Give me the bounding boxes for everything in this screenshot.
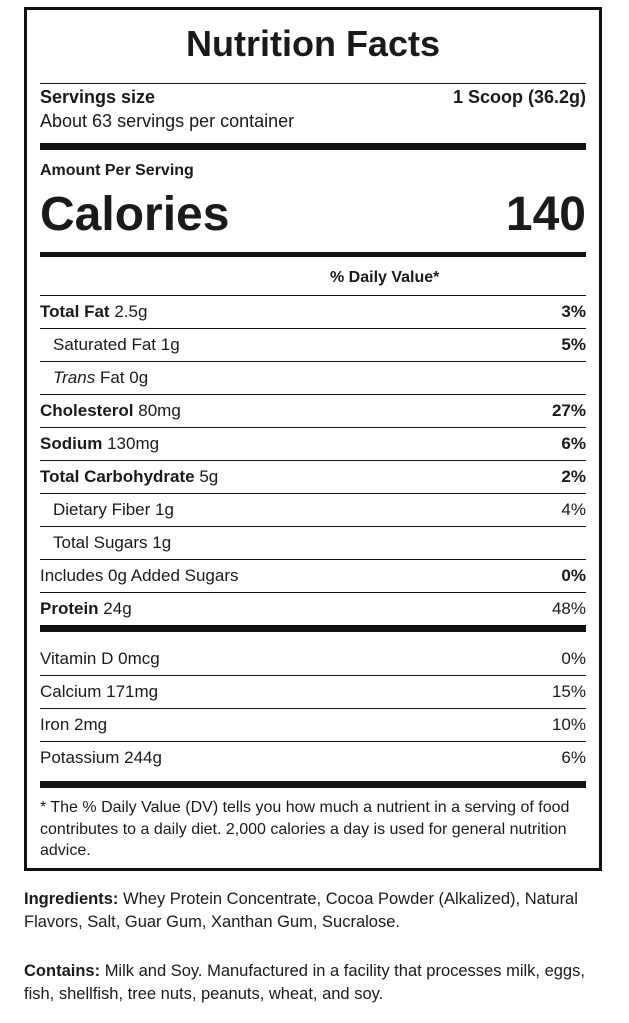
nutrient-row: Sodium 130mg 6%	[40, 428, 586, 461]
nutrient-label: Sodium 130mg	[40, 428, 159, 460]
nutrient-label: Dietary Fiber 1g	[40, 494, 174, 526]
nutrient-row: Protein 24g 48%	[40, 593, 586, 625]
nutrient-amount: 2mg	[74, 715, 108, 734]
thick-rule	[40, 625, 586, 632]
nutrient-amount: 1g	[160, 335, 180, 354]
daily-value: 4%	[561, 500, 586, 519]
daily-value: 0%	[561, 566, 586, 585]
nutrient-label: Includes 0g Added Sugars	[40, 560, 238, 592]
daily-value-header: % Daily Value*	[40, 257, 586, 296]
nutrient-amount: 244g	[124, 748, 162, 767]
serving-size-value: 1 Scoop (36.2g)	[452, 87, 586, 107]
nutrient-row: Calcium 171mg 15%	[40, 676, 586, 709]
contains: Contains: Milk and Soy. Manufactured in …	[24, 960, 604, 1006]
nutrient-name: Protein	[40, 599, 99, 618]
daily-value: 10%	[551, 715, 586, 734]
nutrient-name: Potassium	[40, 748, 120, 767]
footnote: * The % Daily Value (DV) tells you how m…	[40, 799, 570, 859]
nutrient-name: Calcium	[40, 682, 102, 701]
nutrient-label: Vitamin D 0mcg	[40, 643, 160, 675]
daily-value: 6%	[561, 748, 586, 767]
nutrient-name: Dietary Fiber	[53, 500, 151, 519]
nutrient-row: Total Sugars 1g	[40, 527, 586, 560]
daily-value: 15%	[551, 682, 586, 701]
nutrient-label: Calcium 171mg	[40, 676, 158, 708]
nutrient-amount: 0mcg	[118, 649, 160, 668]
nutrient-label: Total Carbohydrate 5g	[40, 461, 218, 493]
nutrient-name: Total Sugars	[53, 533, 148, 552]
nutrient-amount: 1g	[155, 500, 174, 519]
nutrient-label: Trans Fat 0g	[40, 362, 148, 394]
nutrient-label: Iron 2mg	[40, 709, 107, 741]
contains-text: Milk and Soy. Manufactured in a facility…	[24, 962, 585, 1003]
nutrient-amount: 130mg	[107, 434, 160, 453]
nutrient-name: Sodium	[40, 434, 103, 453]
nutrient-amount: 5g	[199, 467, 219, 486]
calories-value: 140	[505, 188, 586, 241]
nutrient-row: Vitamin D 0mcg 0%	[40, 643, 586, 676]
nutrient-label: Total Sugars 1g	[40, 527, 171, 559]
nutrient-name: Vitamin D	[40, 649, 114, 668]
nutrient-row: Iron 2mg 10%	[40, 709, 586, 742]
servings-per-container: About 63 servings per container	[40, 111, 295, 131]
contains-label: Contains:	[24, 962, 101, 980]
nutrient-row: Total Fat 2.5g 3%	[40, 296, 586, 329]
nutrient-row: Total Carbohydrate 5g 2%	[40, 461, 586, 494]
daily-value: 0%	[561, 649, 586, 668]
nutrient-row: Trans Fat 0g	[40, 362, 586, 395]
nutrient-amount: 2.5g	[114, 302, 148, 321]
nutrient-label: Cholesterol 80mg	[40, 395, 181, 427]
ingredients-text: Whey Protein Concentrate, Cocoa Powder (…	[24, 890, 578, 931]
daily-value: 2%	[561, 467, 586, 486]
nutrient-label: Potassium 244g	[40, 742, 162, 774]
nutrient-row: Dietary Fiber 1g 4%	[40, 494, 586, 527]
nutrient-row: Cholesterol 80mg 27%	[40, 395, 586, 428]
nutrient-amount: 0g	[129, 368, 149, 387]
nutrient-name: Iron	[40, 715, 70, 734]
nutrient-name: Saturated Fat	[53, 335, 157, 354]
nutrient-label: Saturated Fat 1g	[40, 329, 180, 361]
nutrient-row: Potassium 244g 6%	[40, 742, 586, 774]
nutrient-amount: 1g	[152, 533, 172, 552]
ingredients-label: Ingredients:	[24, 890, 119, 908]
title: Nutrition Facts	[40, 10, 586, 84]
nutrient-name: Total Carbohydrate	[40, 467, 195, 486]
thick-rule	[40, 143, 586, 150]
daily-value: 27%	[551, 401, 586, 420]
calories-label: Calories	[40, 188, 230, 241]
serving-size-row: Servings size 1 Scoop (36.2g)	[40, 85, 586, 109]
nutrient-row: Includes 0g Added Sugars 0%	[40, 560, 586, 593]
calories-row: Calories 140	[40, 185, 586, 245]
nutrient-name: Cholesterol	[40, 401, 134, 420]
serving-size-label: Servings size	[40, 87, 156, 107]
nutrient-row: Saturated Fat 1g 5%	[40, 329, 586, 362]
amount-per-serving: Amount Per Serving	[40, 162, 194, 179]
daily-value: 48%	[551, 599, 586, 618]
medium-rule	[40, 252, 586, 257]
nutrient-list: Total Fat 2.5g 3% Saturated Fat 1g 5% Trans …	[40, 296, 586, 625]
nutrient-amount: 80mg	[138, 401, 181, 420]
daily-value: 6%	[561, 434, 586, 453]
nutrient-name: Total Fat	[40, 302, 110, 321]
daily-value: 5%	[561, 335, 586, 354]
ingredients: Ingredients: Whey Protein Concentrate, C…	[24, 888, 604, 934]
nutrient-amount: 171mg	[106, 682, 159, 701]
nutrient-name: Includes 0g Added Sugars	[40, 566, 239, 585]
nutrient-name-italic: Trans	[53, 368, 96, 387]
nutrient-label: Total Fat 2.5g	[40, 296, 147, 328]
thick-rule	[40, 781, 586, 788]
nutrient-name: Fat	[99, 368, 125, 387]
nutrient-amount: 24g	[103, 599, 132, 618]
nutrient-label: Protein 24g	[40, 593, 132, 625]
vitamin-list: Vitamin D 0mcg 0% Calcium 171mg 15% Iron 2mg…	[40, 632, 586, 774]
daily-value: 3%	[561, 302, 586, 321]
nutrition-label: Nutrition Facts Servings size 1 Scoop (3…	[24, 7, 602, 871]
